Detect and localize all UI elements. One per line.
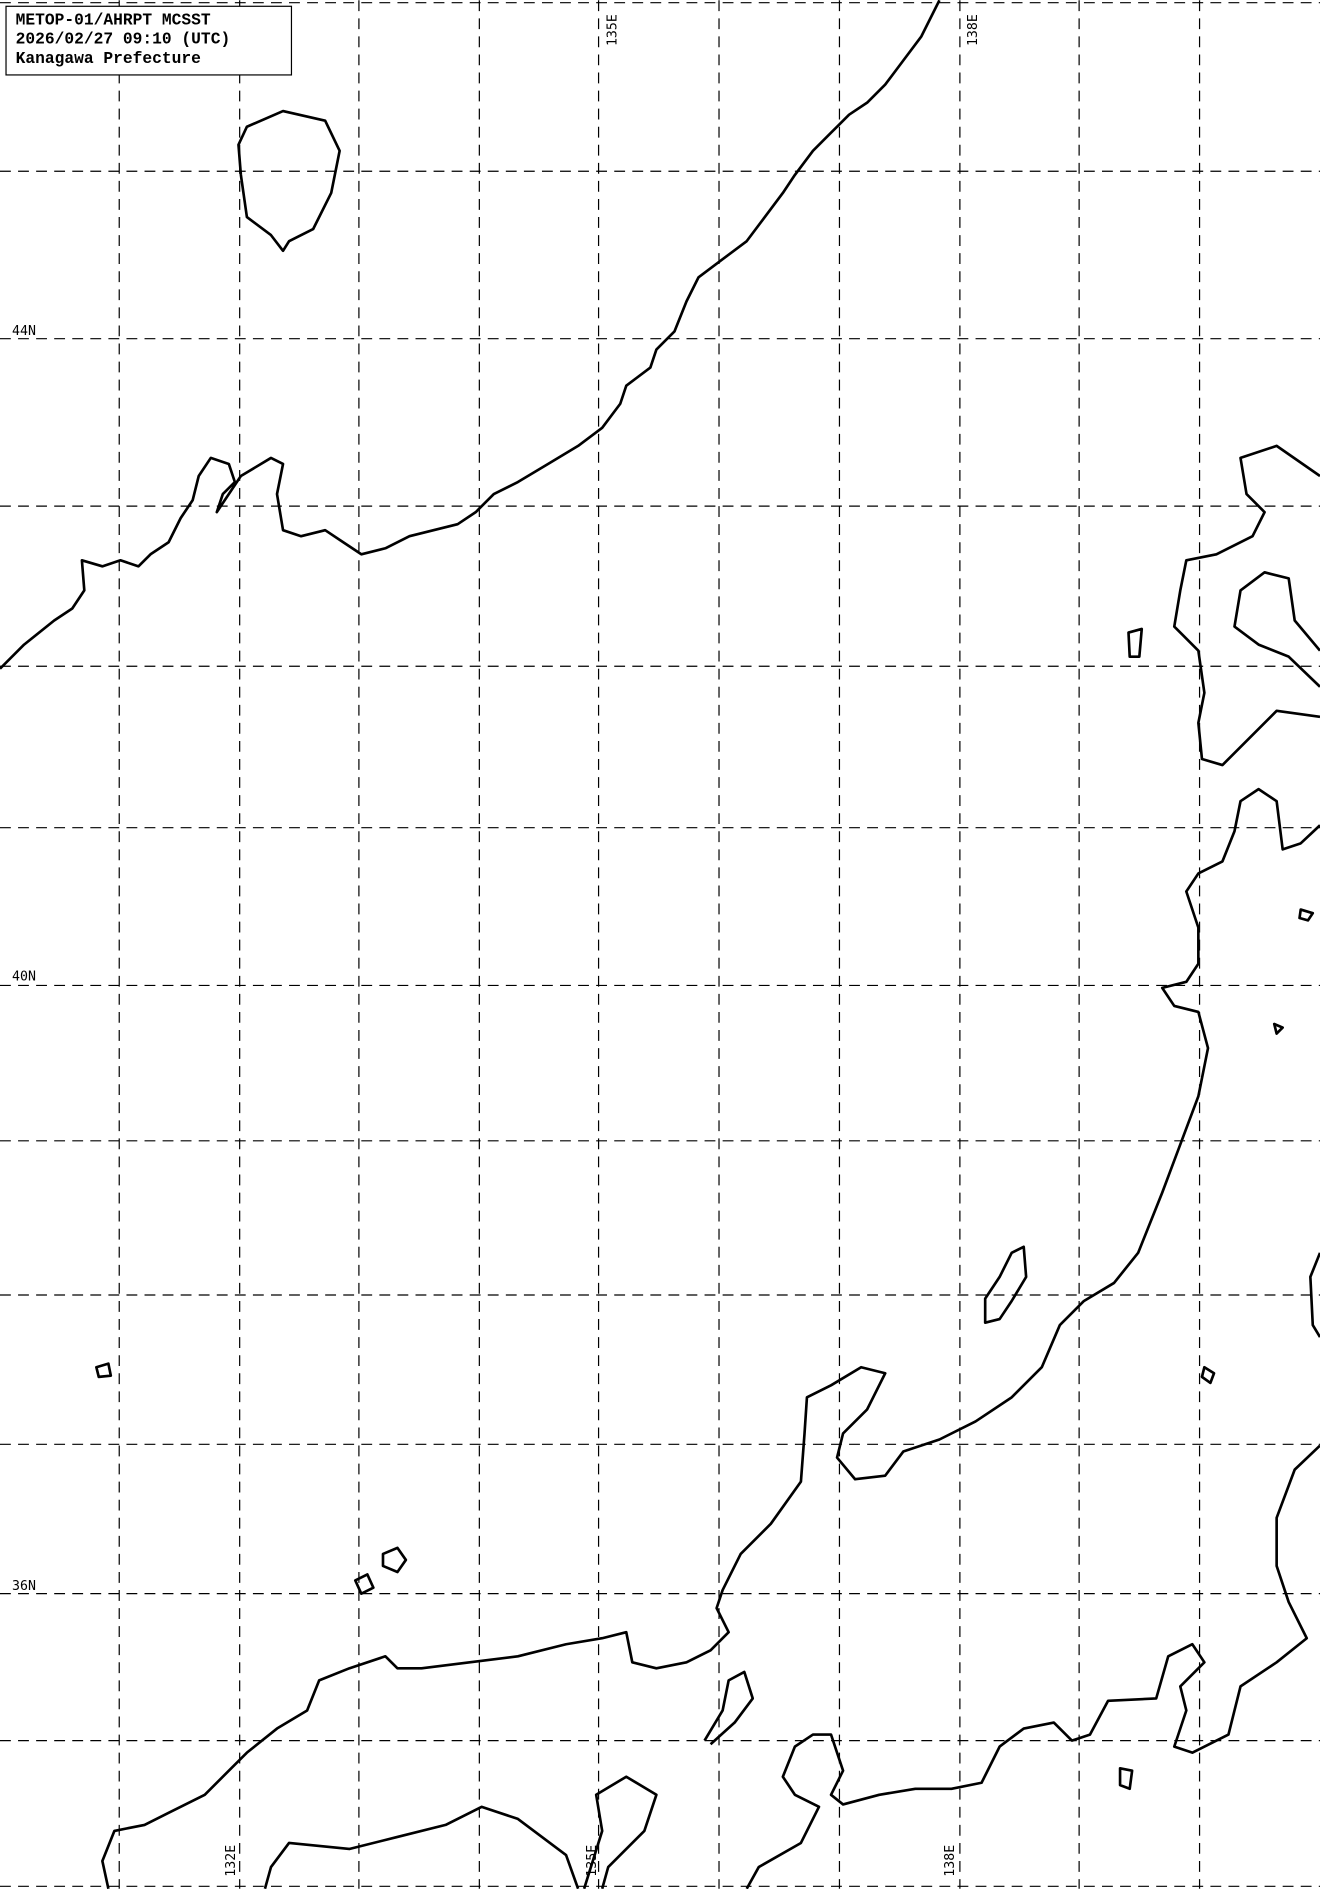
coast-sado-island [983, 1245, 1028, 1324]
lat-label-40n: 40N [12, 970, 36, 985]
info-box: METOP-01/AHRPT MCSST 2026/02/27 09:10 (U… [5, 5, 293, 76]
lon-label-bottom-138e: 138E [943, 1845, 958, 1877]
lat-label-44n: 44N [12, 324, 36, 339]
longitude-labels: 135E 138E 132E 135E 138E [224, 14, 981, 1877]
lon-label-bottom-135e: 135E [585, 1845, 600, 1877]
info-datetime: 2026/02/27 09:10 (UTC) [16, 30, 231, 49]
coast-shikoku-kii [263, 1775, 658, 1889]
info-satellite-product: METOP-01/AHRPT MCSST [16, 10, 211, 29]
coast-tohoku-east [1309, 1252, 1320, 1338]
lon-label-top-138e: 138E [966, 14, 981, 46]
coast-oki-islands [353, 1546, 408, 1595]
coast-small-islands [95, 627, 1315, 1791]
coast-noto-bay [703, 1670, 755, 1746]
lon-label-bottom-132e: 132E [224, 1845, 239, 1877]
coast-hokkaido-bay [1233, 571, 1320, 688]
coast-honshu-pacific [745, 1444, 1320, 1889]
latitude-labels: 44N 40N 36N [12, 324, 36, 1594]
info-region: Kanagawa Prefecture [16, 49, 201, 68]
coast-asia-mainland [0, 0, 941, 670]
coast-island-north [237, 109, 341, 253]
lon-label-top-135e: 135E [606, 14, 621, 46]
coast-honshu-west [101, 787, 1320, 1889]
lat-label-36n: 36N [12, 1579, 36, 1594]
coast-hokkaido [1172, 444, 1320, 767]
